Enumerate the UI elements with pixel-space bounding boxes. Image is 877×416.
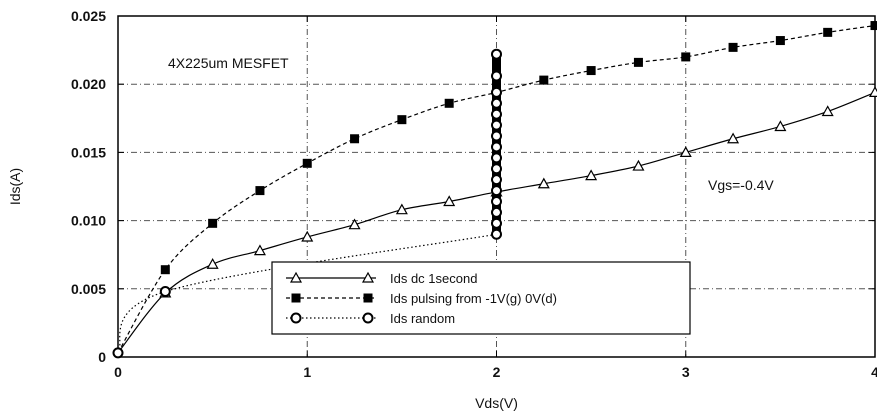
data-point (491, 206, 502, 218)
data-point (302, 158, 312, 168)
data-point (537, 177, 550, 189)
legend-marker-left (289, 271, 303, 283)
ticks-layer: 0 1 2 3 4 0 0.005 0.010 0.015 0.020 0.025 (71, 8, 877, 380)
data-point (491, 97, 502, 109)
y-tick-label: 0.010 (71, 213, 106, 229)
annotation-device: 4X225um MESFET (168, 55, 289, 71)
data-point (681, 52, 691, 62)
x-axis-label: Vds(V) (475, 395, 518, 411)
data-point (397, 115, 407, 125)
x-tick-label: 3 (682, 364, 690, 380)
data-point (350, 134, 360, 144)
data-point (632, 159, 645, 171)
data-point (160, 265, 170, 275)
data-point (821, 105, 834, 117)
legend-marker-right (362, 312, 374, 324)
x-tick-label: 2 (493, 364, 501, 380)
data-point (491, 152, 502, 164)
legend-label: Ids pulsing from -1V(g) 0V(d) (390, 291, 557, 306)
legend-entry: Ids pulsing from -1V(g) 0V(d) (286, 291, 557, 306)
legend: Ids dc 1second Ids pulsing from -1V(g) 0V… (271, 261, 691, 335)
data-point (868, 86, 877, 97)
legend-entry: Ids random (286, 311, 455, 326)
legend-entry: Ids dc 1second (286, 271, 477, 286)
y-tick-label: 0 (98, 349, 106, 365)
legend-marker-left (291, 293, 301, 303)
data-point (491, 174, 502, 186)
x-tick-label: 1 (303, 364, 311, 380)
data-point (444, 98, 454, 108)
series-line (117, 24, 876, 354)
data-point (491, 108, 502, 120)
data-point (775, 36, 785, 46)
data-point (491, 70, 502, 82)
x-tick-label: 4 (871, 364, 877, 380)
data-point (395, 203, 408, 215)
legend-marker-left (290, 312, 302, 324)
data-point (491, 228, 502, 240)
data-point (727, 132, 740, 144)
data-point (491, 163, 502, 175)
x-tick-label: 0 (114, 364, 122, 380)
data-point (491, 217, 502, 229)
series-line (117, 233, 497, 354)
series-layer (112, 21, 877, 359)
data-point (586, 66, 596, 76)
data-point (491, 86, 502, 98)
data-point (539, 75, 549, 85)
data-point (823, 27, 833, 37)
data-point (491, 196, 502, 208)
data-point (679, 146, 692, 157)
y-tick-label: 0.025 (71, 8, 106, 24)
data-point (491, 185, 502, 197)
data-point (728, 42, 738, 52)
legend-marker-right (361, 271, 375, 283)
data-point (633, 57, 643, 67)
series-3 (112, 48, 502, 359)
data-point (253, 244, 266, 256)
data-point (774, 120, 787, 132)
data-point (585, 169, 598, 181)
data-point (491, 141, 502, 153)
data-point (443, 195, 456, 207)
data-point (255, 186, 265, 196)
legend-label: Ids dc 1second (390, 271, 477, 286)
legend-box (271, 261, 691, 335)
data-point (348, 218, 361, 230)
data-point (491, 48, 502, 60)
data-point (208, 218, 218, 228)
data-point (491, 130, 502, 142)
data-point (870, 21, 877, 31)
data-point (301, 230, 314, 242)
legend-label: Ids random (390, 311, 455, 326)
y-tick-label: 0.005 (71, 281, 106, 297)
y-tick-label: 0.015 (71, 144, 106, 160)
y-tick-label: 0.020 (71, 76, 106, 92)
data-point (159, 286, 171, 298)
legend-marker-right (363, 293, 373, 303)
data-point (491, 119, 502, 131)
data-point (112, 347, 124, 359)
y-axis-label: Ids(A) (7, 168, 23, 205)
data-point (206, 258, 219, 269)
annotation-vgs: Vgs=-0.4V (708, 177, 774, 193)
